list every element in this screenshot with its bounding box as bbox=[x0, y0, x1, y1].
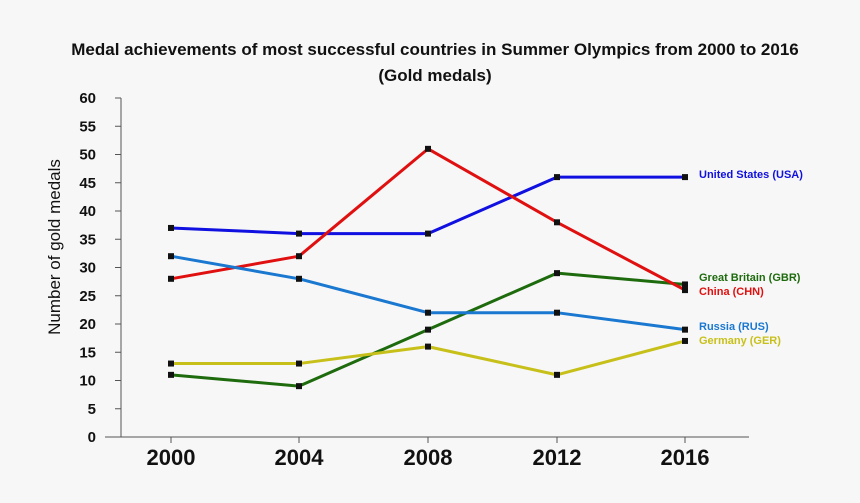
series-label: United States (USA) bbox=[699, 169, 803, 181]
series-line bbox=[170, 175, 685, 236]
data-point bbox=[425, 230, 431, 237]
y-axis-label: Number of gold medals bbox=[45, 159, 64, 335]
chart-subtitle: (Gold medals) bbox=[378, 66, 491, 85]
chart-title: Medal achievements of most successful co… bbox=[71, 40, 799, 59]
data-point bbox=[682, 326, 688, 333]
x-tick-label: 2004 bbox=[275, 445, 325, 470]
x-ticks: 2000 2004 2008 2012 2016 bbox=[147, 437, 710, 470]
data-point bbox=[425, 343, 431, 350]
y-tick-label: 15 bbox=[79, 344, 96, 361]
data-point bbox=[425, 309, 431, 316]
data-point bbox=[682, 281, 688, 288]
data-point bbox=[296, 253, 302, 260]
data-point bbox=[554, 219, 560, 226]
y-ticks: 0 5 10 15 20 25 30 35 40 45 50 55 60 bbox=[79, 90, 121, 446]
y-tick-label: 45 bbox=[79, 175, 96, 192]
x-tick-label: 2016 bbox=[661, 445, 710, 470]
data-point bbox=[296, 275, 302, 282]
y-tick-label: 0 bbox=[88, 429, 96, 446]
x-tick-label: 2008 bbox=[404, 445, 453, 470]
data-point bbox=[168, 253, 174, 260]
series-label: Germany (GER) bbox=[699, 335, 781, 347]
y-tick-label: 20 bbox=[79, 316, 96, 333]
series-label: Great Britain (GBR) bbox=[699, 272, 801, 284]
data-point bbox=[682, 174, 688, 181]
series-label: Russia (RUS) bbox=[699, 321, 769, 333]
data-point bbox=[554, 309, 560, 316]
data-point bbox=[425, 326, 431, 333]
y-tick-label: 5 bbox=[88, 401, 96, 418]
y-tick-label: 60 bbox=[79, 90, 96, 107]
y-tick-label: 40 bbox=[79, 203, 96, 220]
y-tick-label: 50 bbox=[79, 147, 96, 164]
data-point bbox=[554, 174, 560, 181]
data-point bbox=[554, 270, 560, 277]
y-tick-label: 55 bbox=[79, 118, 96, 135]
data-point bbox=[682, 337, 688, 344]
data-point bbox=[296, 230, 302, 237]
x-tick-label: 2012 bbox=[533, 445, 582, 470]
series-label: China (CHN) bbox=[699, 286, 764, 298]
data-point bbox=[296, 360, 302, 367]
y-tick-label: 10 bbox=[79, 373, 96, 390]
data-point bbox=[425, 145, 431, 152]
data-point bbox=[168, 224, 174, 231]
y-tick-label: 25 bbox=[79, 288, 96, 305]
series-labels: United States (USA) Great Britain (GBR) Ch… bbox=[699, 169, 803, 347]
x-tick-label: 2000 bbox=[147, 445, 196, 470]
data-point bbox=[168, 360, 174, 367]
data-point bbox=[296, 383, 302, 390]
series-line bbox=[170, 254, 686, 332]
data-point bbox=[168, 275, 174, 282]
y-tick-label: 30 bbox=[79, 260, 96, 277]
data-point bbox=[682, 287, 688, 294]
y-tick-label: 35 bbox=[79, 231, 96, 248]
data-point bbox=[554, 371, 560, 378]
data-point bbox=[168, 371, 174, 378]
series-group bbox=[168, 145, 688, 390]
